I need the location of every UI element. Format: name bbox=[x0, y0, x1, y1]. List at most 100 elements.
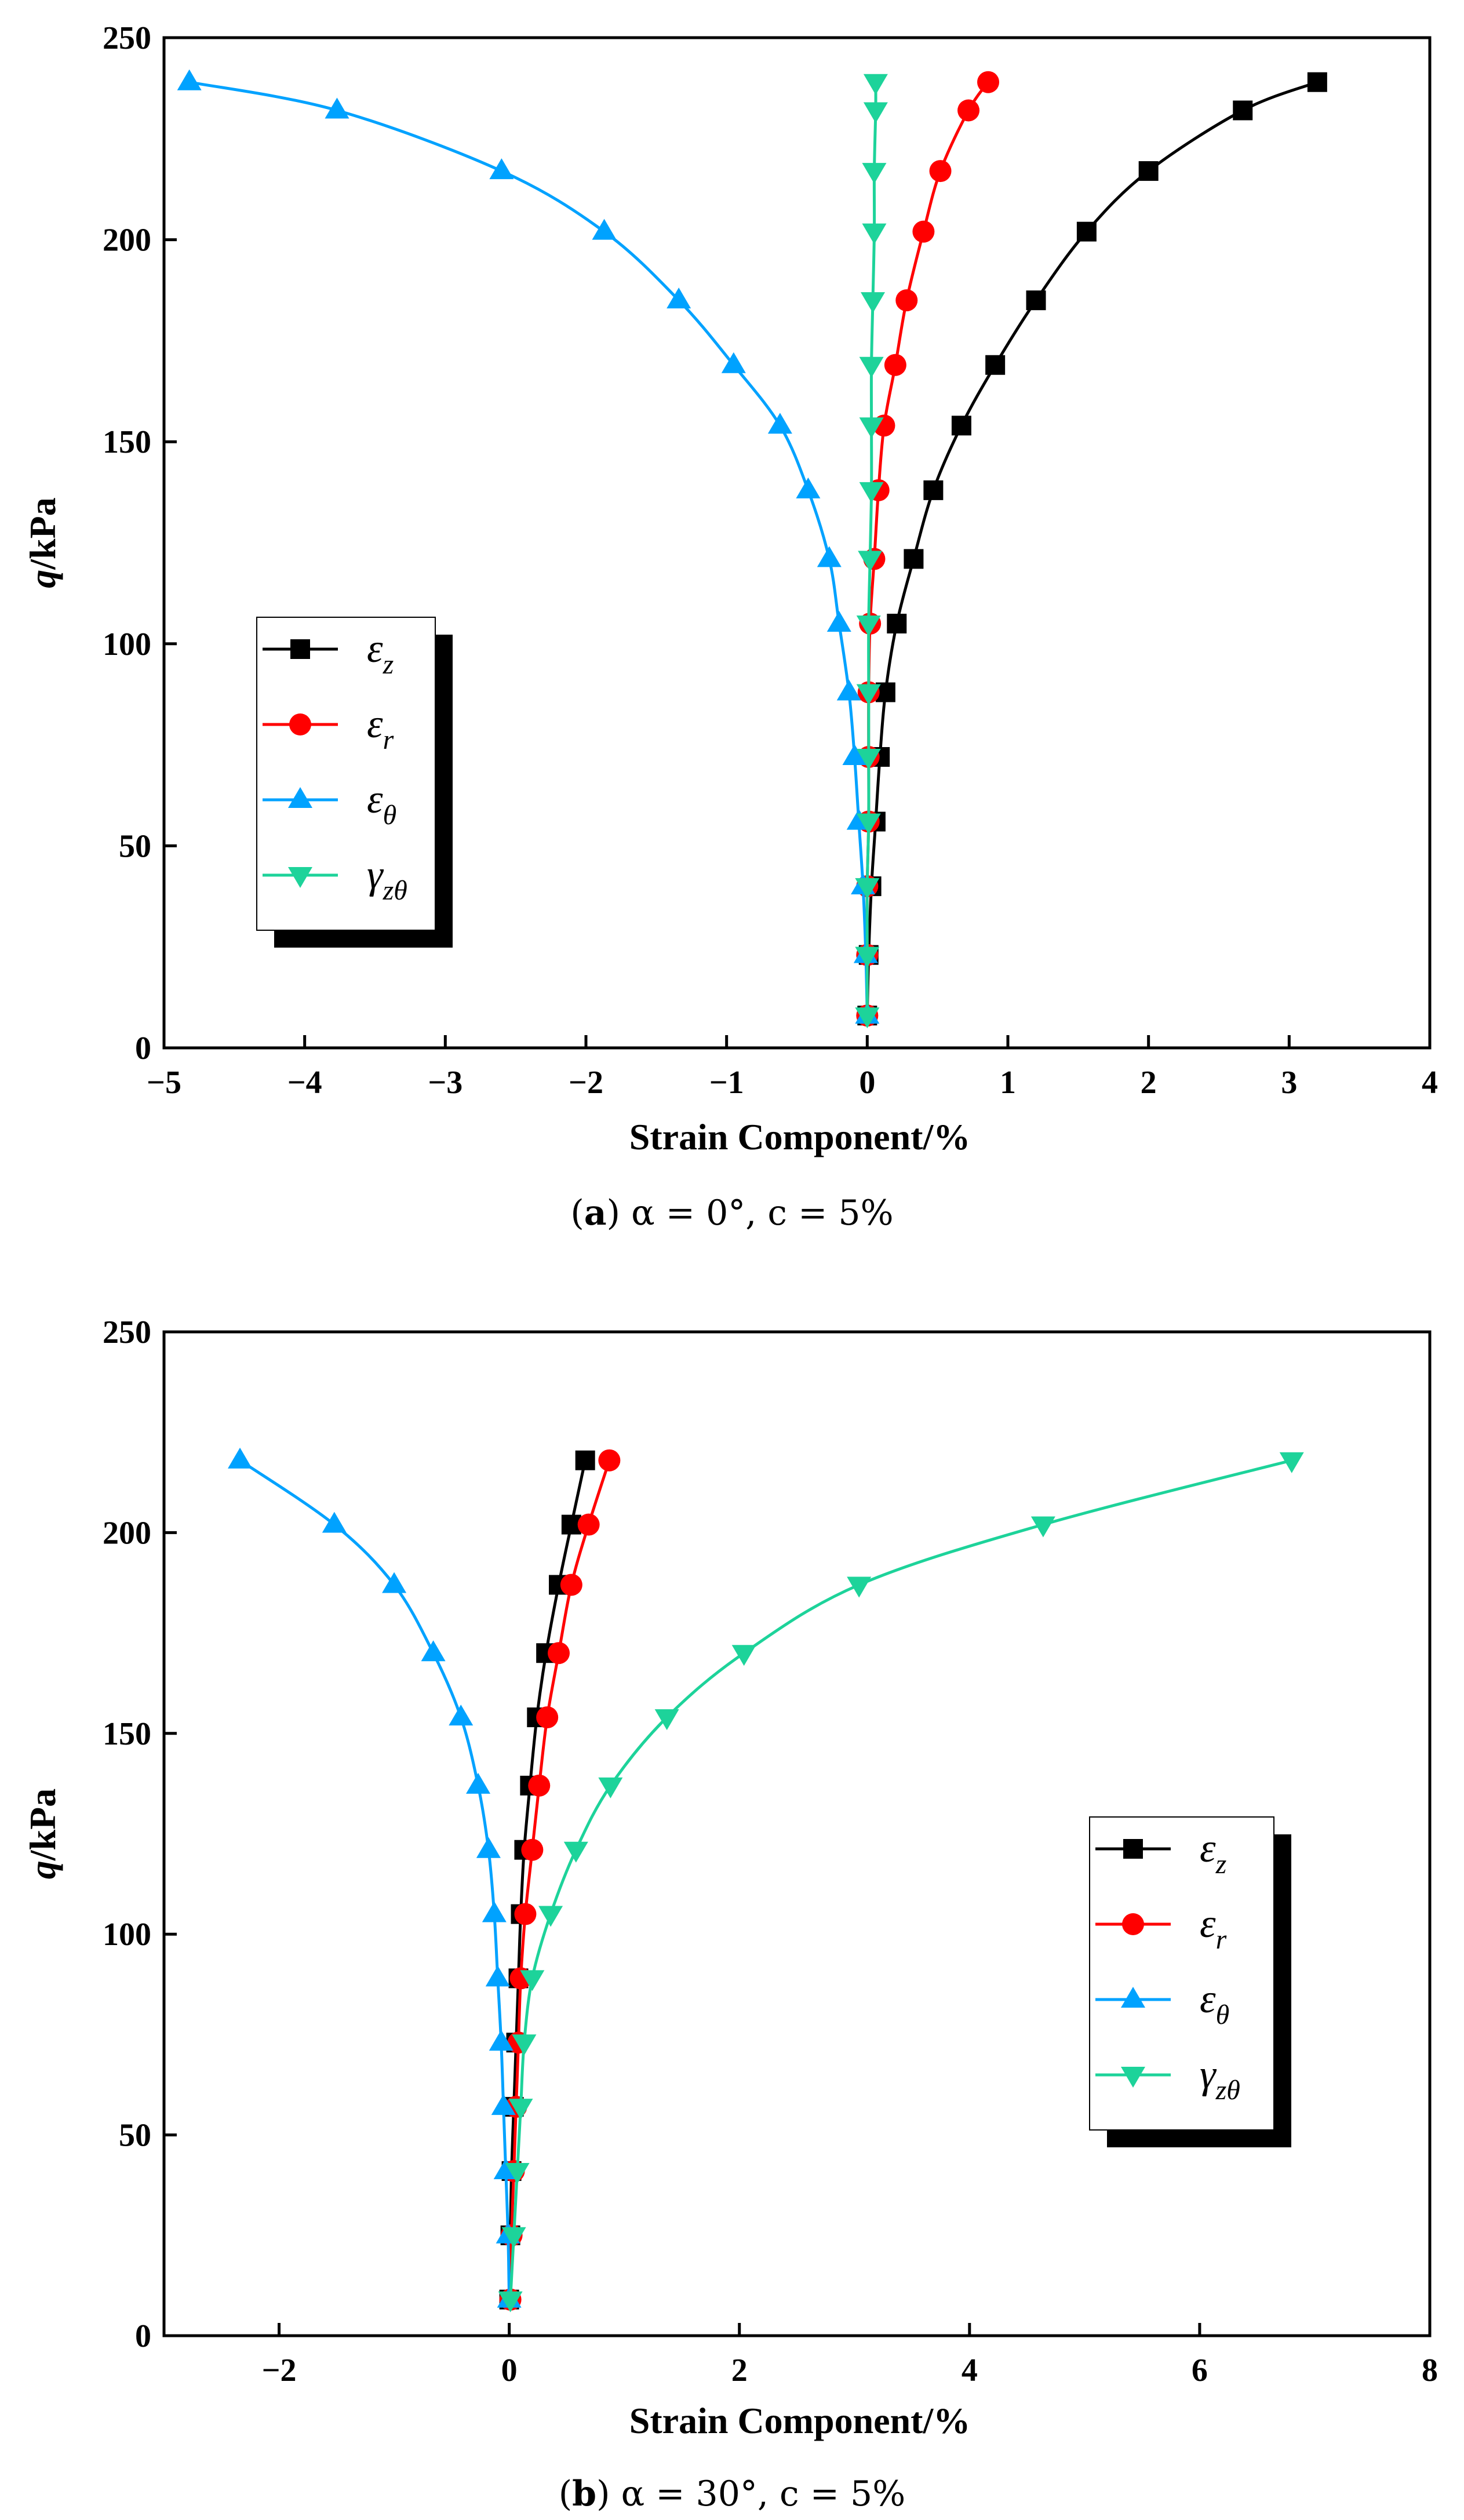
data-point bbox=[1307, 72, 1327, 92]
data-point bbox=[863, 102, 888, 123]
chart-b: −2 0 2 4 6 8 0 50 100 150 200 250 Strain Component/%… bbox=[22, 1314, 1438, 2514]
data-point bbox=[796, 477, 821, 498]
data-point bbox=[521, 1838, 544, 1861]
data-point bbox=[856, 813, 881, 835]
data-point bbox=[466, 1772, 491, 1794]
plot-frame bbox=[162, 1330, 1432, 2337]
series-line-zθ bbox=[865, 82, 877, 1016]
data-point bbox=[836, 679, 861, 701]
series-line-zθ bbox=[509, 1459, 1292, 2300]
data-point bbox=[895, 289, 918, 312]
data-point bbox=[520, 1970, 545, 1991]
x-tick-label: 2 bbox=[731, 2353, 748, 2388]
data-point bbox=[575, 1450, 595, 1470]
y-tick-label: 50 bbox=[119, 828, 151, 864]
data-point bbox=[904, 549, 924, 569]
figure-caption: (b) α = 30°, c = 5% bbox=[559, 2474, 906, 2514]
legend-marker bbox=[1123, 1839, 1143, 1859]
data-point bbox=[512, 2034, 537, 2056]
x-tick-label: −3 bbox=[428, 1065, 462, 1101]
figure-caption: (a) α = 0°, c = 5% bbox=[570, 1193, 893, 1233]
data-point bbox=[855, 946, 880, 968]
data-point bbox=[1076, 221, 1097, 242]
data-point bbox=[598, 1449, 621, 1472]
data-point bbox=[538, 1906, 563, 1927]
x-tick-label: 4 bbox=[962, 2353, 978, 2388]
data-point bbox=[884, 354, 906, 376]
data-point bbox=[861, 292, 886, 314]
data-point bbox=[1026, 290, 1046, 311]
x-tick-label: 8 bbox=[1422, 2353, 1438, 2388]
legend-label: εr bbox=[367, 702, 394, 755]
legend: εz εr εθ γzθ bbox=[1089, 1816, 1291, 2147]
y-tick-label: 200 bbox=[103, 223, 151, 258]
data-point bbox=[731, 1645, 756, 1666]
series-line-θ bbox=[239, 1459, 511, 2300]
y-tick-label: 250 bbox=[103, 1314, 151, 1350]
chart-a: −5 −4 −3 −2 −1 0 1 2 3 4 0 50 100 150 200 250 Strain Com… bbox=[22, 20, 1438, 1233]
plot-frame bbox=[162, 36, 1432, 1050]
data-point bbox=[592, 219, 617, 240]
legend-label: γzθ bbox=[1200, 2052, 1240, 2106]
data-point bbox=[228, 1447, 253, 1469]
x-axis-label: Strain Component/% bbox=[629, 2400, 971, 2441]
x-tick-label: 4 bbox=[1422, 1065, 1438, 1101]
legend: εz εr εθ γzθ bbox=[256, 617, 453, 948]
y-axis-label: q/kPa bbox=[22, 497, 63, 588]
x-tick-label: 6 bbox=[1192, 2353, 1208, 2388]
data-point bbox=[421, 1640, 446, 1662]
y-tick-label: 250 bbox=[103, 20, 151, 56]
data-point bbox=[1030, 1516, 1055, 1538]
x-tick-label: 0 bbox=[859, 1065, 875, 1101]
data-point bbox=[856, 749, 881, 770]
data-point bbox=[382, 1572, 407, 1593]
data-point bbox=[482, 1901, 507, 1922]
data-point bbox=[985, 355, 1006, 375]
legend-marker bbox=[1122, 1913, 1144, 1935]
data-point bbox=[859, 356, 884, 378]
legend-box bbox=[256, 617, 436, 931]
data-point bbox=[322, 1512, 347, 1533]
data-point bbox=[842, 744, 867, 766]
data-point bbox=[325, 97, 349, 119]
legend-marker bbox=[1121, 1987, 1145, 2008]
x-tick-label: −4 bbox=[287, 1065, 322, 1101]
y-tick-label: 50 bbox=[119, 2118, 151, 2154]
data-point bbox=[667, 287, 691, 309]
data-point bbox=[977, 71, 1000, 93]
data-point bbox=[498, 2291, 523, 2313]
data-point bbox=[1138, 161, 1159, 181]
data-point bbox=[858, 551, 883, 572]
data-point bbox=[887, 613, 907, 633]
data-point bbox=[449, 1705, 474, 1726]
data-point bbox=[560, 1574, 582, 1596]
data-point bbox=[862, 163, 887, 184]
legend-label: εθ bbox=[367, 777, 396, 831]
data-point bbox=[912, 220, 935, 243]
data-point bbox=[536, 1706, 559, 1729]
data-point bbox=[855, 1007, 880, 1029]
data-point bbox=[855, 878, 880, 900]
y-tick-label: 0 bbox=[135, 1030, 151, 1066]
x-axis-label: Strain Component/% bbox=[629, 1116, 971, 1157]
legend-label: εθ bbox=[1200, 1977, 1229, 2030]
data-point bbox=[491, 2094, 516, 2115]
data-point bbox=[1233, 100, 1253, 121]
data-point bbox=[929, 160, 952, 183]
y-tick-label: 150 bbox=[103, 1716, 151, 1752]
x-tick-label: 3 bbox=[1281, 1065, 1297, 1101]
data-point bbox=[528, 1774, 551, 1797]
data-point bbox=[856, 684, 881, 705]
x-tick-label: 0 bbox=[501, 2353, 518, 2388]
x-tick-label: −2 bbox=[569, 1065, 603, 1101]
data-point bbox=[859, 482, 884, 503]
data-point bbox=[489, 2030, 514, 2051]
data-point bbox=[489, 158, 514, 180]
data-point bbox=[501, 2227, 526, 2248]
data-point bbox=[957, 99, 980, 122]
legend-label: εz bbox=[1200, 1826, 1227, 1880]
x-tick-label: 2 bbox=[1141, 1065, 1157, 1101]
data-point bbox=[177, 69, 202, 90]
y-tick-label: 100 bbox=[103, 627, 151, 662]
